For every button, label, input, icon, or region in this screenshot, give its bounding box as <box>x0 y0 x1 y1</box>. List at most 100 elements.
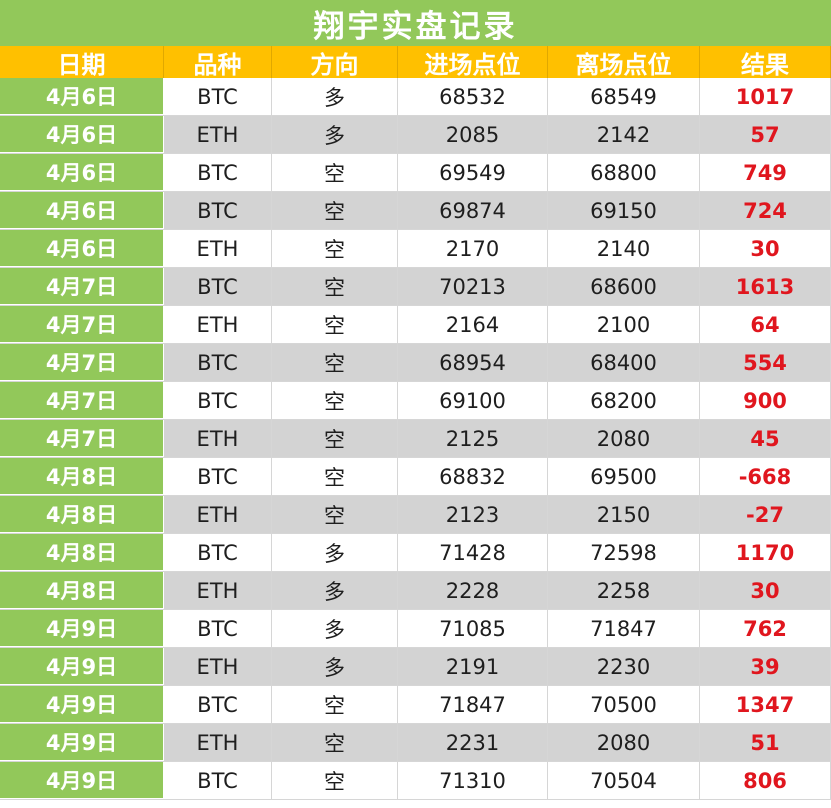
exit-price-cell[interactable]: 68200 <box>548 382 700 419</box>
result-cell[interactable]: 51 <box>700 724 831 761</box>
date-cell[interactable]: 4月7日 <box>0 344 164 381</box>
exit-price-cell[interactable]: 71847 <box>548 610 700 647</box>
exit-price-cell[interactable]: 68549 <box>548 78 700 115</box>
direction-cell[interactable]: 空 <box>272 420 398 457</box>
entry-price-cell[interactable]: 2085 <box>398 116 548 153</box>
date-cell[interactable]: 4月9日 <box>0 610 164 647</box>
direction-cell[interactable]: 多 <box>272 116 398 153</box>
date-cell[interactable]: 4月7日 <box>0 382 164 419</box>
symbol-cell[interactable]: BTC <box>164 610 272 647</box>
direction-cell[interactable]: 空 <box>272 230 398 267</box>
direction-cell[interactable]: 多 <box>272 534 398 571</box>
direction-cell[interactable]: 多 <box>272 78 398 115</box>
direction-cell[interactable]: 空 <box>272 306 398 343</box>
exit-price-cell[interactable]: 2150 <box>548 496 700 533</box>
direction-cell[interactable]: 空 <box>272 382 398 419</box>
direction-cell[interactable]: 空 <box>272 344 398 381</box>
date-cell[interactable]: 4月6日 <box>0 116 164 153</box>
symbol-cell[interactable]: ETH <box>164 572 272 609</box>
entry-price-cell[interactable]: 2170 <box>398 230 548 267</box>
symbol-cell[interactable]: BTC <box>164 192 272 229</box>
result-cell[interactable]: 724 <box>700 192 831 229</box>
entry-price-cell[interactable]: 2164 <box>398 306 548 343</box>
result-cell[interactable]: 1347 <box>700 686 831 723</box>
direction-cell[interactable]: 多 <box>272 572 398 609</box>
date-cell[interactable]: 4月7日 <box>0 306 164 343</box>
symbol-cell[interactable]: BTC <box>164 458 272 495</box>
direction-cell[interactable]: 空 <box>272 762 398 799</box>
entry-price-cell[interactable]: 68954 <box>398 344 548 381</box>
exit-price-cell[interactable]: 2258 <box>548 572 700 609</box>
exit-price-cell[interactable]: 2230 <box>548 648 700 685</box>
entry-price-cell[interactable]: 69549 <box>398 154 548 191</box>
symbol-cell[interactable]: BTC <box>164 78 272 115</box>
date-cell[interactable]: 4月7日 <box>0 420 164 457</box>
symbol-cell[interactable]: ETH <box>164 724 272 761</box>
exit-price-cell[interactable]: 2080 <box>548 420 700 457</box>
result-cell[interactable]: 900 <box>700 382 831 419</box>
date-cell[interactable]: 4月6日 <box>0 78 164 115</box>
result-cell[interactable]: 30 <box>700 572 831 609</box>
exit-price-cell[interactable]: 2080 <box>548 724 700 761</box>
entry-price-cell[interactable]: 71428 <box>398 534 548 571</box>
exit-price-cell[interactable]: 69500 <box>548 458 700 495</box>
date-cell[interactable]: 4月6日 <box>0 230 164 267</box>
exit-price-cell[interactable]: 68800 <box>548 154 700 191</box>
symbol-cell[interactable]: ETH <box>164 420 272 457</box>
symbol-cell[interactable]: ETH <box>164 496 272 533</box>
result-cell[interactable]: 45 <box>700 420 831 457</box>
direction-cell[interactable]: 多 <box>272 648 398 685</box>
entry-price-cell[interactable]: 2125 <box>398 420 548 457</box>
result-cell[interactable]: 554 <box>700 344 831 381</box>
header-entry[interactable]: 进场点位 <box>398 46 548 79</box>
direction-cell[interactable]: 空 <box>272 192 398 229</box>
symbol-cell[interactable]: ETH <box>164 230 272 267</box>
date-cell[interactable]: 4月8日 <box>0 496 164 533</box>
exit-price-cell[interactable]: 70504 <box>548 762 700 799</box>
entry-price-cell[interactable]: 68532 <box>398 78 548 115</box>
result-cell[interactable]: 1613 <box>700 268 831 305</box>
result-cell[interactable]: 762 <box>700 610 831 647</box>
symbol-cell[interactable]: BTC <box>164 268 272 305</box>
exit-price-cell[interactable]: 72598 <box>548 534 700 571</box>
date-cell[interactable]: 4月9日 <box>0 724 164 761</box>
exit-price-cell[interactable]: 69150 <box>548 192 700 229</box>
header-exit[interactable]: 离场点位 <box>548 46 700 79</box>
symbol-cell[interactable]: BTC <box>164 344 272 381</box>
exit-price-cell[interactable]: 2100 <box>548 306 700 343</box>
date-cell[interactable]: 4月8日 <box>0 458 164 495</box>
entry-price-cell[interactable]: 71847 <box>398 686 548 723</box>
direction-cell[interactable]: 空 <box>272 154 398 191</box>
result-cell[interactable]: 64 <box>700 306 831 343</box>
entry-price-cell[interactable]: 71085 <box>398 610 548 647</box>
date-cell[interactable]: 4月9日 <box>0 762 164 799</box>
entry-price-cell[interactable]: 2228 <box>398 572 548 609</box>
direction-cell[interactable]: 空 <box>272 724 398 761</box>
symbol-cell[interactable]: ETH <box>164 648 272 685</box>
date-cell[interactable]: 4月8日 <box>0 572 164 609</box>
exit-price-cell[interactable]: 68400 <box>548 344 700 381</box>
date-cell[interactable]: 4月6日 <box>0 192 164 229</box>
entry-price-cell[interactable]: 71310 <box>398 762 548 799</box>
exit-price-cell[interactable]: 2142 <box>548 116 700 153</box>
symbol-cell[interactable]: ETH <box>164 306 272 343</box>
entry-price-cell[interactable]: 69100 <box>398 382 548 419</box>
exit-price-cell[interactable]: 70500 <box>548 686 700 723</box>
direction-cell[interactable]: 空 <box>272 268 398 305</box>
direction-cell[interactable]: 多 <box>272 610 398 647</box>
entry-price-cell[interactable]: 69874 <box>398 192 548 229</box>
date-cell[interactable]: 4月6日 <box>0 154 164 191</box>
result-cell[interactable]: 1170 <box>700 534 831 571</box>
symbol-cell[interactable]: BTC <box>164 154 272 191</box>
result-cell[interactable]: 806 <box>700 762 831 799</box>
date-cell[interactable]: 4月9日 <box>0 648 164 685</box>
symbol-cell[interactable]: BTC <box>164 534 272 571</box>
direction-cell[interactable]: 空 <box>272 458 398 495</box>
date-cell[interactable]: 4月9日 <box>0 686 164 723</box>
header-direction[interactable]: 方向 <box>272 46 398 79</box>
exit-price-cell[interactable]: 68600 <box>548 268 700 305</box>
header-symbol[interactable]: 品种 <box>164 46 272 79</box>
direction-cell[interactable]: 空 <box>272 496 398 533</box>
result-cell[interactable]: 39 <box>700 648 831 685</box>
result-cell[interactable]: 1017 <box>700 78 831 115</box>
